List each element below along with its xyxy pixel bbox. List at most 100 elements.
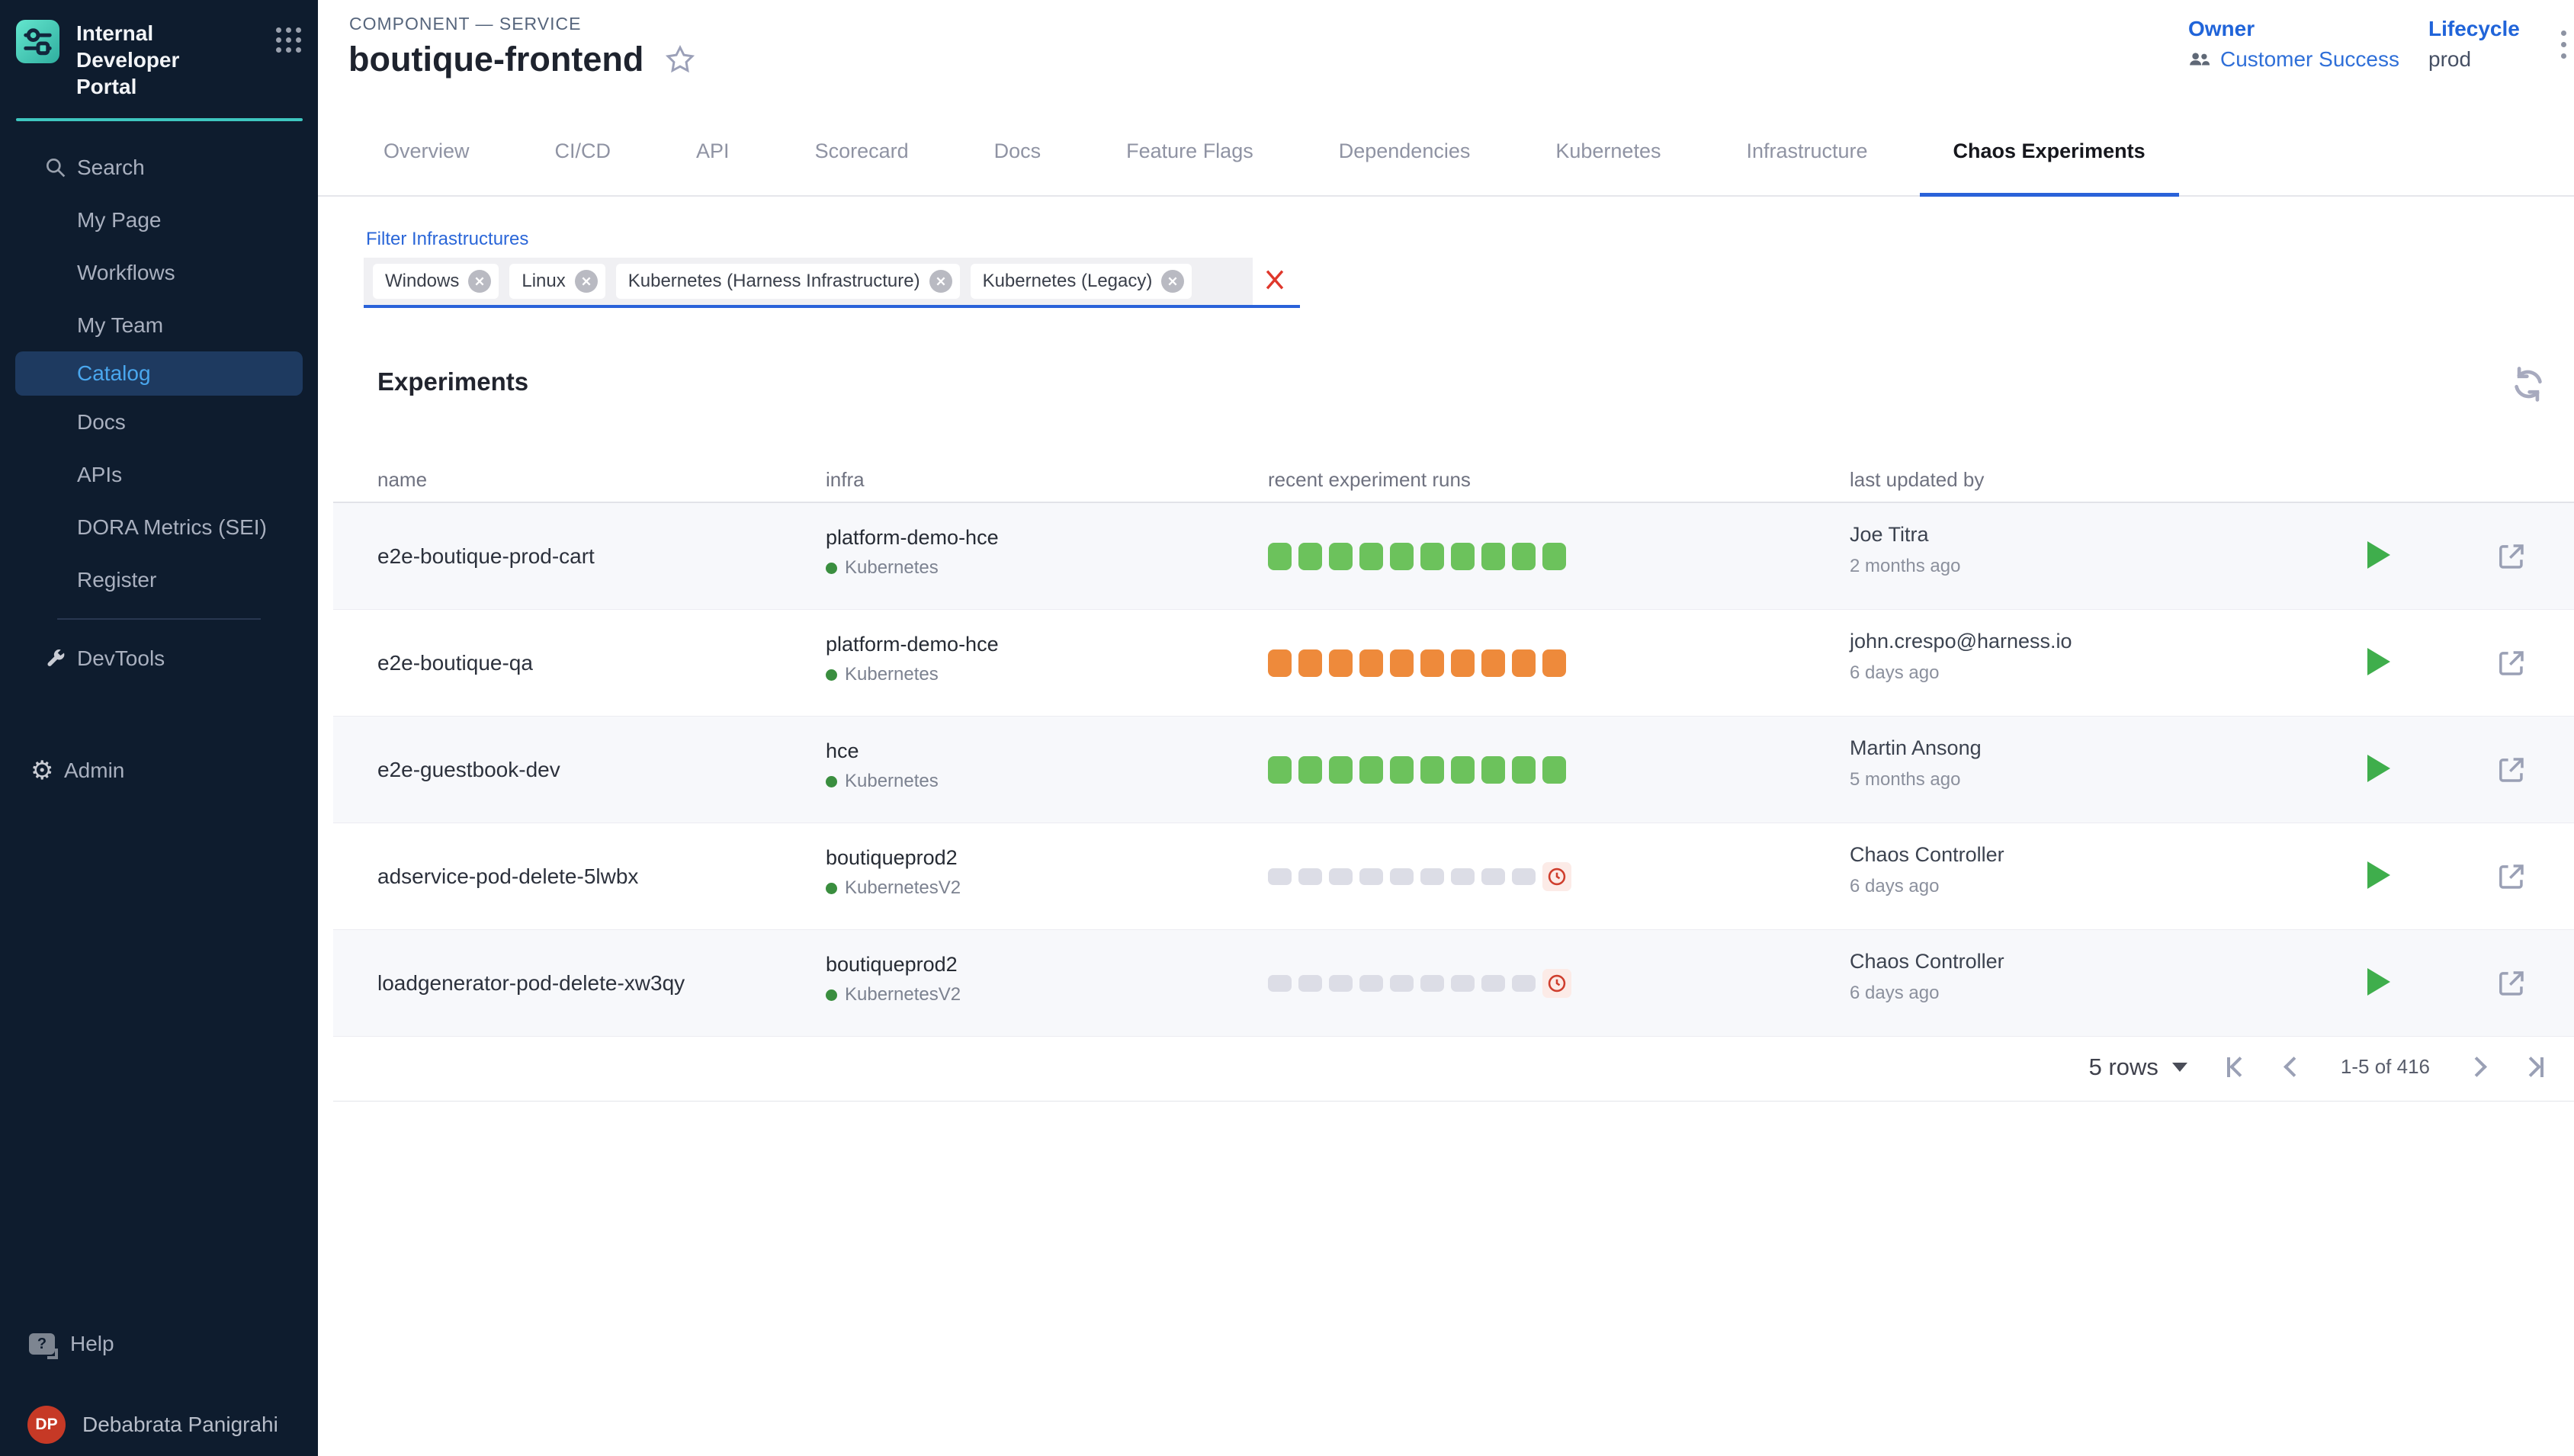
open-experiment-button[interactable] <box>2495 754 2527 786</box>
sidebar-item-catalog[interactable]: Catalog <box>15 351 303 396</box>
tab-chaos-experiments[interactable]: Chaos Experiments <box>1953 107 2146 195</box>
run-block[interactable] <box>1268 756 1292 784</box>
run-block[interactable] <box>1481 756 1505 784</box>
help-button[interactable]: ? Help <box>0 1323 318 1365</box>
run-block[interactable] <box>1542 543 1566 570</box>
filter-infrastructures-label[interactable]: Filter Infrastructures <box>366 229 528 250</box>
open-experiment-button[interactable] <box>2495 861 2527 893</box>
tab-kubernetes[interactable]: Kubernetes <box>1555 107 1661 195</box>
run-block[interactable] <box>1512 975 1536 992</box>
run-block[interactable] <box>1329 868 1353 885</box>
run-experiment-button[interactable] <box>2367 648 2390 678</box>
run-block[interactable] <box>1512 756 1536 784</box>
run-block[interactable] <box>1298 975 1322 992</box>
sidebar-item-devtools[interactable]: DevTools <box>0 632 318 685</box>
tab-dependencies[interactable]: Dependencies <box>1339 107 1471 195</box>
run-block[interactable] <box>1451 756 1475 784</box>
run-block[interactable] <box>1298 543 1322 570</box>
run-block[interactable] <box>1390 975 1414 992</box>
next-page-button[interactable] <box>2470 1060 2484 1074</box>
tab-feature-flags[interactable]: Feature Flags <box>1126 107 1253 195</box>
run-block[interactable] <box>1268 543 1292 570</box>
run-block[interactable] <box>1268 649 1292 677</box>
run-block[interactable] <box>1481 649 1505 677</box>
chip-remove-icon[interactable] <box>1161 270 1184 293</box>
run-block[interactable] <box>1451 868 1475 885</box>
run-block[interactable] <box>1512 649 1536 677</box>
run-block[interactable] <box>1390 543 1414 570</box>
owner-link[interactable]: Customer Success <box>2188 47 2399 72</box>
run-block[interactable] <box>1298 868 1322 885</box>
previous-page-button[interactable] <box>2287 1060 2301 1074</box>
tab-cicd[interactable]: CI/CD <box>555 107 611 195</box>
user-menu[interactable]: DP Debabrata Panigrahi <box>0 1404 318 1445</box>
run-experiment-button[interactable] <box>2367 541 2390 571</box>
run-block[interactable] <box>1329 756 1353 784</box>
run-experiment-button[interactable] <box>2367 968 2390 998</box>
run-block[interactable] <box>1481 975 1505 992</box>
run-block[interactable] <box>1420 543 1444 570</box>
open-cell <box>2495 503 2574 609</box>
run-block[interactable] <box>1512 868 1536 885</box>
run-block[interactable] <box>1298 756 1322 784</box>
refresh-button[interactable] <box>2507 363 2550 406</box>
run-block[interactable] <box>1359 649 1383 677</box>
sidebar-item-search[interactable]: Search <box>0 141 318 194</box>
first-page-button[interactable] <box>2227 1057 2247 1077</box>
tab-api[interactable]: API <box>696 107 730 195</box>
run-block[interactable] <box>1481 868 1505 885</box>
run-block[interactable] <box>1329 543 1353 570</box>
run-block[interactable] <box>1420 868 1444 885</box>
open-experiment-button[interactable] <box>2495 540 2527 572</box>
rows-per-page-select[interactable]: 5 rows <box>2089 1054 2187 1081</box>
run-block[interactable] <box>1390 649 1414 677</box>
sidebar-item-register[interactable]: Register <box>0 553 318 606</box>
run-block[interactable] <box>1359 868 1383 885</box>
run-block[interactable] <box>1329 975 1353 992</box>
infrastructure-filter-input[interactable]: Windows Linux Kubernetes (Harness Infras… <box>364 258 1253 305</box>
run-block[interactable] <box>1451 543 1475 570</box>
chip-remove-icon[interactable] <box>468 270 491 293</box>
run-block[interactable] <box>1512 543 1536 570</box>
run-block[interactable] <box>1268 868 1292 885</box>
open-experiment-button[interactable] <box>2495 647 2527 679</box>
chip-remove-icon[interactable] <box>929 270 952 293</box>
run-block[interactable] <box>1390 756 1414 784</box>
run-block[interactable] <box>1298 649 1322 677</box>
sidebar-item-my-page[interactable]: My Page <box>0 194 318 246</box>
favorite-star-button[interactable] <box>663 43 697 76</box>
tab-scorecard[interactable]: Scorecard <box>815 107 909 195</box>
sidebar-item-dora-metrics[interactable]: DORA Metrics (SEI) <box>0 501 318 553</box>
run-block[interactable] <box>1481 543 1505 570</box>
run-block[interactable] <box>1420 756 1444 784</box>
run-block[interactable] <box>1359 543 1383 570</box>
run-block[interactable] <box>1542 649 1566 677</box>
run-block[interactable] <box>1420 975 1444 992</box>
overflow-menu-button[interactable] <box>2556 26 2571 63</box>
run-block[interactable] <box>1451 975 1475 992</box>
sidebar-item-docs[interactable]: Docs <box>0 396 318 448</box>
last-page-button[interactable] <box>2524 1057 2544 1077</box>
open-experiment-button[interactable] <box>2495 967 2527 999</box>
run-block[interactable] <box>1542 756 1566 784</box>
apps-grid-icon[interactable] <box>276 27 301 53</box>
run-experiment-button[interactable] <box>2367 861 2390 891</box>
run-experiment-button[interactable] <box>2367 755 2390 784</box>
app-logo-icon[interactable] <box>16 20 59 63</box>
sidebar-item-workflows[interactable]: Workflows <box>0 246 318 299</box>
run-block[interactable] <box>1268 975 1292 992</box>
sidebar-item-apis[interactable]: APIs <box>0 448 318 501</box>
run-block[interactable] <box>1451 649 1475 677</box>
clear-filters-button[interactable] <box>1262 267 1288 293</box>
chip-remove-icon[interactable] <box>575 270 598 293</box>
run-block[interactable] <box>1420 649 1444 677</box>
run-block[interactable] <box>1329 649 1353 677</box>
tab-overview[interactable]: Overview <box>384 107 470 195</box>
run-block[interactable] <box>1359 756 1383 784</box>
sidebar-item-admin[interactable]: ⚙ Admin <box>0 744 318 797</box>
sidebar-item-my-team[interactable]: My Team <box>0 299 318 351</box>
tab-docs[interactable]: Docs <box>994 107 1041 195</box>
run-block[interactable] <box>1390 868 1414 885</box>
run-block[interactable] <box>1359 975 1383 992</box>
tab-infrastructure[interactable]: Infrastructure <box>1746 107 1867 195</box>
